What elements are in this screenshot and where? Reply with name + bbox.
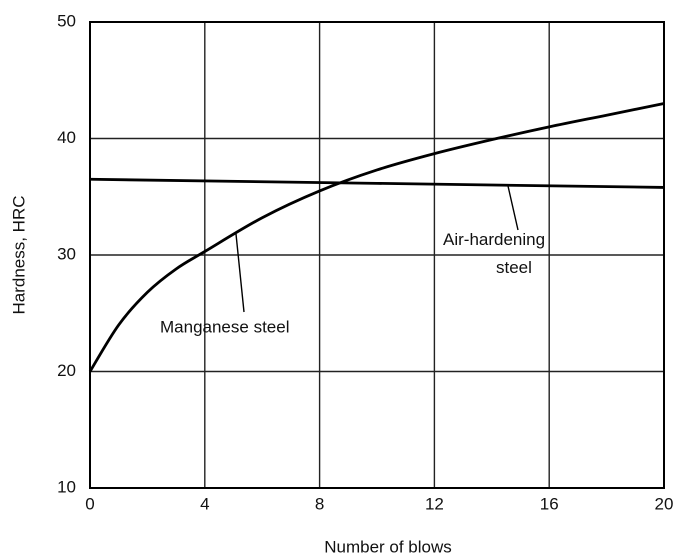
y-tick-label: 50 [57, 11, 76, 30]
leader-line [235, 233, 245, 313]
plot-area [89, 21, 665, 489]
y-tick-label: 30 [57, 244, 76, 263]
x-tick-label: 8 [315, 494, 324, 513]
x-tick-label: 4 [200, 494, 209, 513]
x-tick-label: 16 [540, 494, 559, 513]
line-series [88, 102, 665, 373]
plot-frame [89, 21, 665, 489]
x-tick-label: 20 [655, 494, 674, 513]
y-tick-label: 20 [57, 361, 76, 380]
series-label: Manganese steel [160, 317, 289, 336]
y-axis-label: Hardness, HRC [9, 195, 28, 314]
x-tick-label: 0 [85, 494, 94, 513]
y-tick-label: 10 [57, 477, 76, 496]
x-tick-label: 12 [425, 494, 444, 513]
y-tick-label: 40 [57, 128, 76, 147]
x-axis-label: Number of blows [324, 537, 452, 556]
leader-line [507, 185, 519, 231]
series-label: Air-hardening steel [443, 230, 545, 277]
line-series [89, 177, 665, 189]
